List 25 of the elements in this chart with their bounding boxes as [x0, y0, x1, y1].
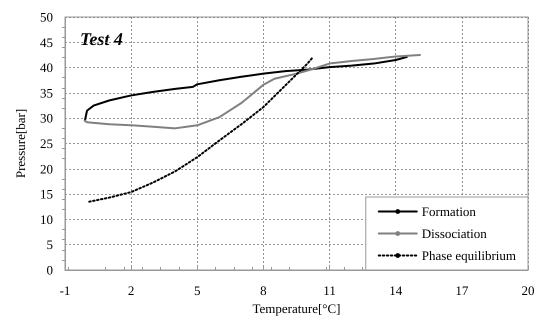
x-tick-label: -1: [60, 283, 70, 298]
y-tick-label: 5: [46, 237, 53, 252]
x-tick-label: 5: [194, 283, 201, 298]
y-tick-label: 45: [40, 34, 53, 50]
x-tick-label: 2: [128, 283, 134, 298]
annotation: Test 4: [80, 29, 123, 49]
x-axis-title: Temperature[°C]: [252, 301, 341, 316]
y-tick-label: 50: [40, 10, 53, 24]
x-tick-label: 14: [389, 283, 403, 298]
y-tick-label: 35: [40, 85, 53, 100]
y-tick-label: 10: [40, 212, 53, 227]
y-tick-label: 40: [40, 60, 53, 76]
legend-label: Dissociation: [422, 226, 488, 241]
legend-label: Phase equilibrium: [422, 248, 516, 263]
y-axis-title: Pressure[bar]: [13, 108, 28, 178]
x-tick-label: 17: [455, 283, 469, 298]
x-tick-label: 11: [323, 283, 336, 298]
x-tick-label: 8: [260, 283, 267, 298]
y-tick-label: 20: [40, 161, 53, 176]
legend-label: Formation: [422, 204, 476, 219]
y-tick-label: 25: [40, 136, 53, 151]
y-tick-label: 15: [40, 186, 53, 202]
y-tick-label: 30: [40, 110, 53, 126]
y-tick-label: 0: [46, 262, 53, 278]
x-tick-label: 20: [522, 283, 534, 298]
